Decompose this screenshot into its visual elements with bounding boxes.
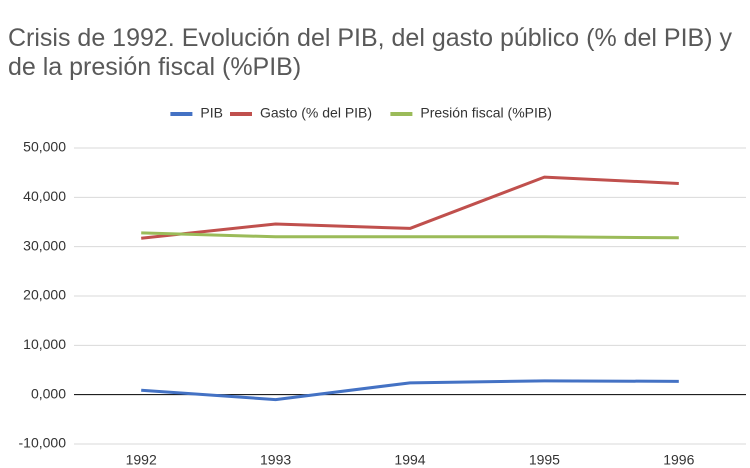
legend-label: PIB <box>200 105 223 121</box>
x-tick-label: 1992 <box>126 452 157 468</box>
series-line <box>141 175 679 240</box>
series-line <box>141 231 679 240</box>
y-tick-label: -10,000 <box>19 435 67 451</box>
y-tick-label: 30,000 <box>23 237 66 253</box>
chart-title: Crisis de 1992. Evolución del PIB, del g… <box>8 24 732 81</box>
y-tick-label: 40,000 <box>23 188 66 204</box>
y-tick-label: 20,000 <box>23 287 66 303</box>
series-line <box>141 379 679 402</box>
x-tick-label: 1996 <box>663 452 694 468</box>
x-tick-label: 1995 <box>529 452 560 468</box>
y-tick-label: 50,000 <box>23 139 66 155</box>
y-tick-label: 0,000 <box>31 385 66 401</box>
y-tick-label: 10,000 <box>23 336 66 352</box>
legend-label: Gasto (% del PIB) <box>260 105 372 121</box>
x-tick-label: 1993 <box>260 452 291 468</box>
x-tick-label: 1994 <box>394 452 425 468</box>
legend-label: Presión fiscal (%PIB) <box>420 105 551 121</box>
